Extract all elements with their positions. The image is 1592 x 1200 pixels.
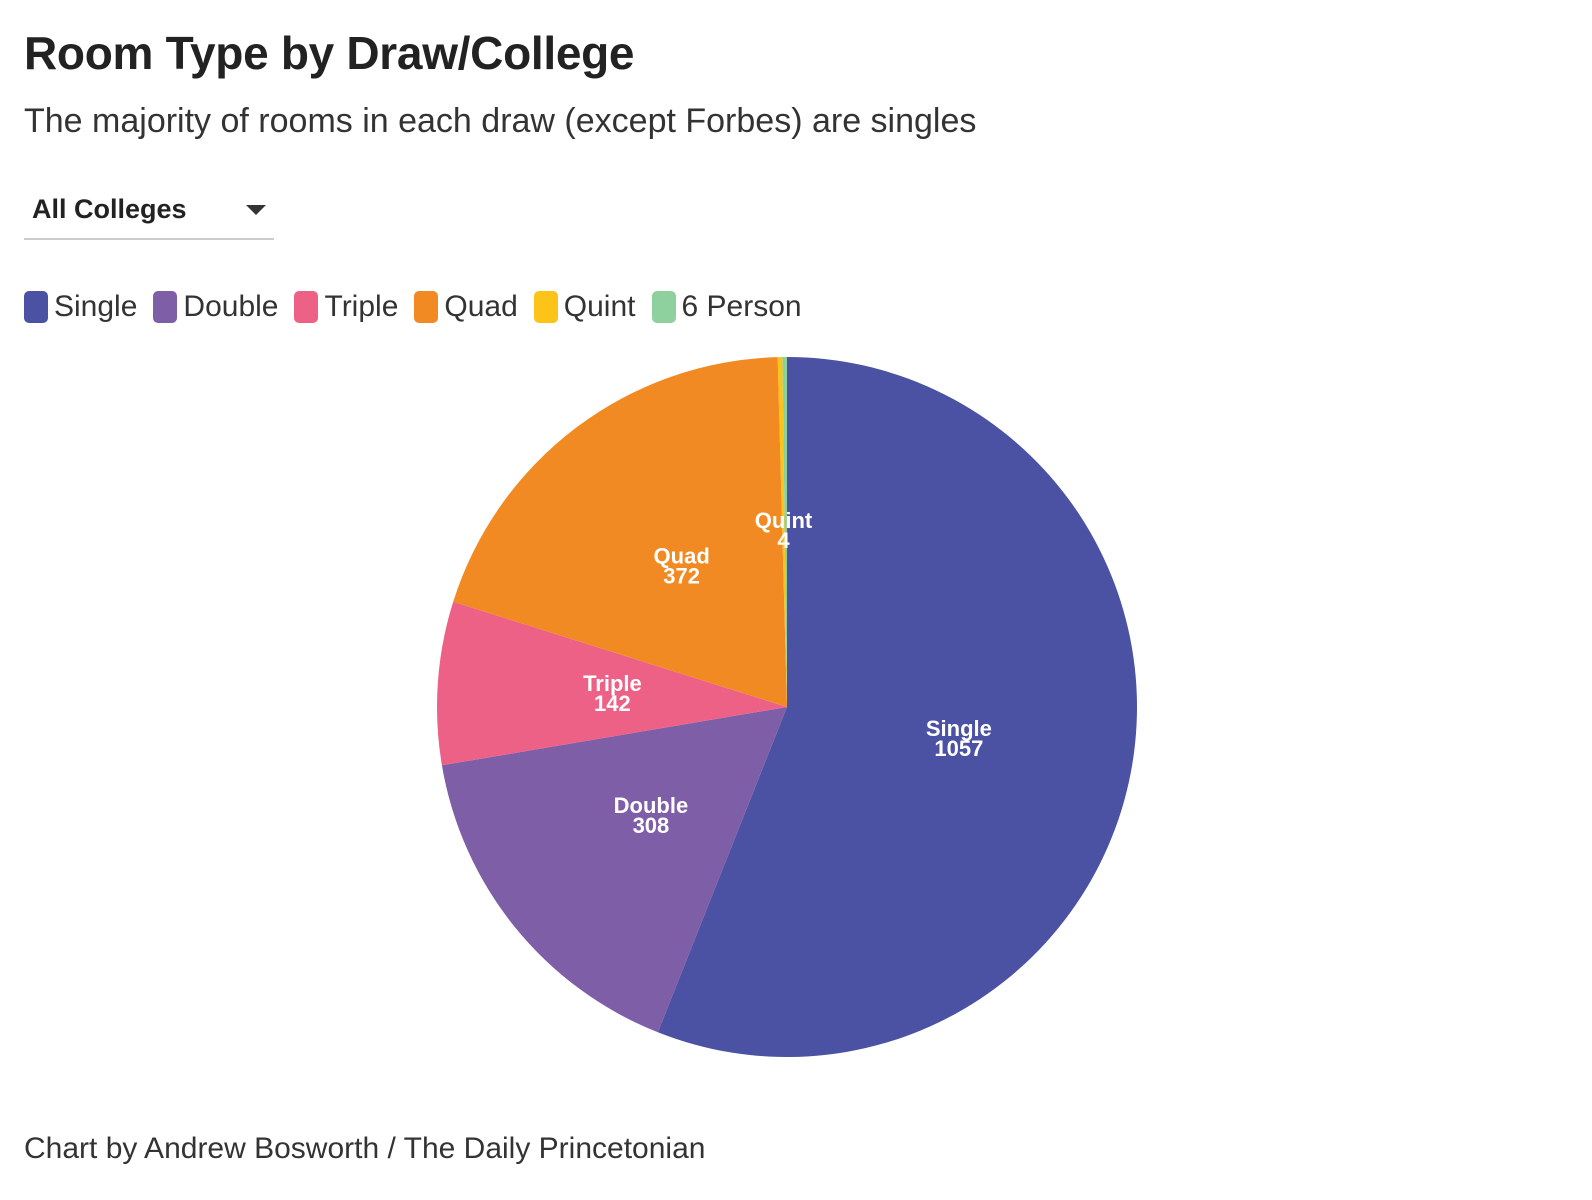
legend-item-triple[interactable]: Triple — [294, 290, 398, 324]
pie-slice-triple[interactable] — [436, 601, 787, 766]
chart-title: Room Type by Draw/College — [24, 27, 635, 79]
slice-label-quad: Quad — [654, 543, 710, 568]
legend-item-quint[interactable]: Quint — [533, 290, 636, 324]
legend-label-quad: Quad — [444, 290, 518, 323]
legend-item-quad[interactable]: Quad — [414, 290, 518, 324]
pie-slice-quint[interactable] — [777, 357, 787, 707]
legend-label-triple: Triple — [324, 290, 399, 323]
pie-slice-single[interactable] — [657, 357, 1138, 1057]
chart-credit: Chart by Andrew Bosworth / The Daily Pri… — [24, 1132, 706, 1165]
legend-swatch-single — [24, 291, 48, 323]
pie-slice-double[interactable] — [441, 707, 787, 1033]
legend-swatch-triple — [294, 291, 319, 323]
legend-swatch-double — [153, 291, 178, 323]
slice-value-quint: 4 — [777, 528, 790, 553]
legend-label-6-person: 6 Person — [681, 290, 802, 323]
legend-item-double[interactable]: Double — [153, 290, 278, 324]
chart-subtitle: The majority of rooms in each draw (exce… — [24, 102, 977, 140]
legend-item-6-person[interactable]: 6 Person — [651, 290, 802, 324]
slice-value-triple: 142 — [594, 691, 631, 716]
slice-value-single: 1057 — [934, 736, 983, 761]
slice-value-double: 308 — [633, 813, 670, 838]
college-filter-dropdown[interactable]: All Colleges — [24, 188, 274, 240]
pie-slice-quad[interactable] — [453, 357, 787, 707]
slice-value-quad: 372 — [663, 563, 700, 588]
college-filter-selected: All Colleges — [32, 194, 187, 224]
legend-swatch-quint — [533, 291, 558, 323]
slice-label-double: Double — [614, 793, 689, 818]
legend-swatch-6-person — [651, 291, 676, 323]
legend-swatch-quad — [414, 291, 439, 323]
legend-label-double: Double — [183, 290, 279, 323]
legend-item-single[interactable]: Single — [24, 290, 137, 324]
chart-legend: Single Double Triple Quad Quint 6 Person — [24, 290, 818, 324]
legend-label-quint: Quint — [563, 290, 636, 323]
slice-label-single: Single — [926, 716, 992, 741]
slice-label-triple: Triple — [583, 671, 642, 696]
legend-label-single: Single — [54, 290, 138, 323]
caret-down-icon — [246, 205, 266, 215]
slice-label-quint: Quint — [755, 508, 813, 533]
pie-slice-6-person[interactable] — [782, 357, 787, 707]
